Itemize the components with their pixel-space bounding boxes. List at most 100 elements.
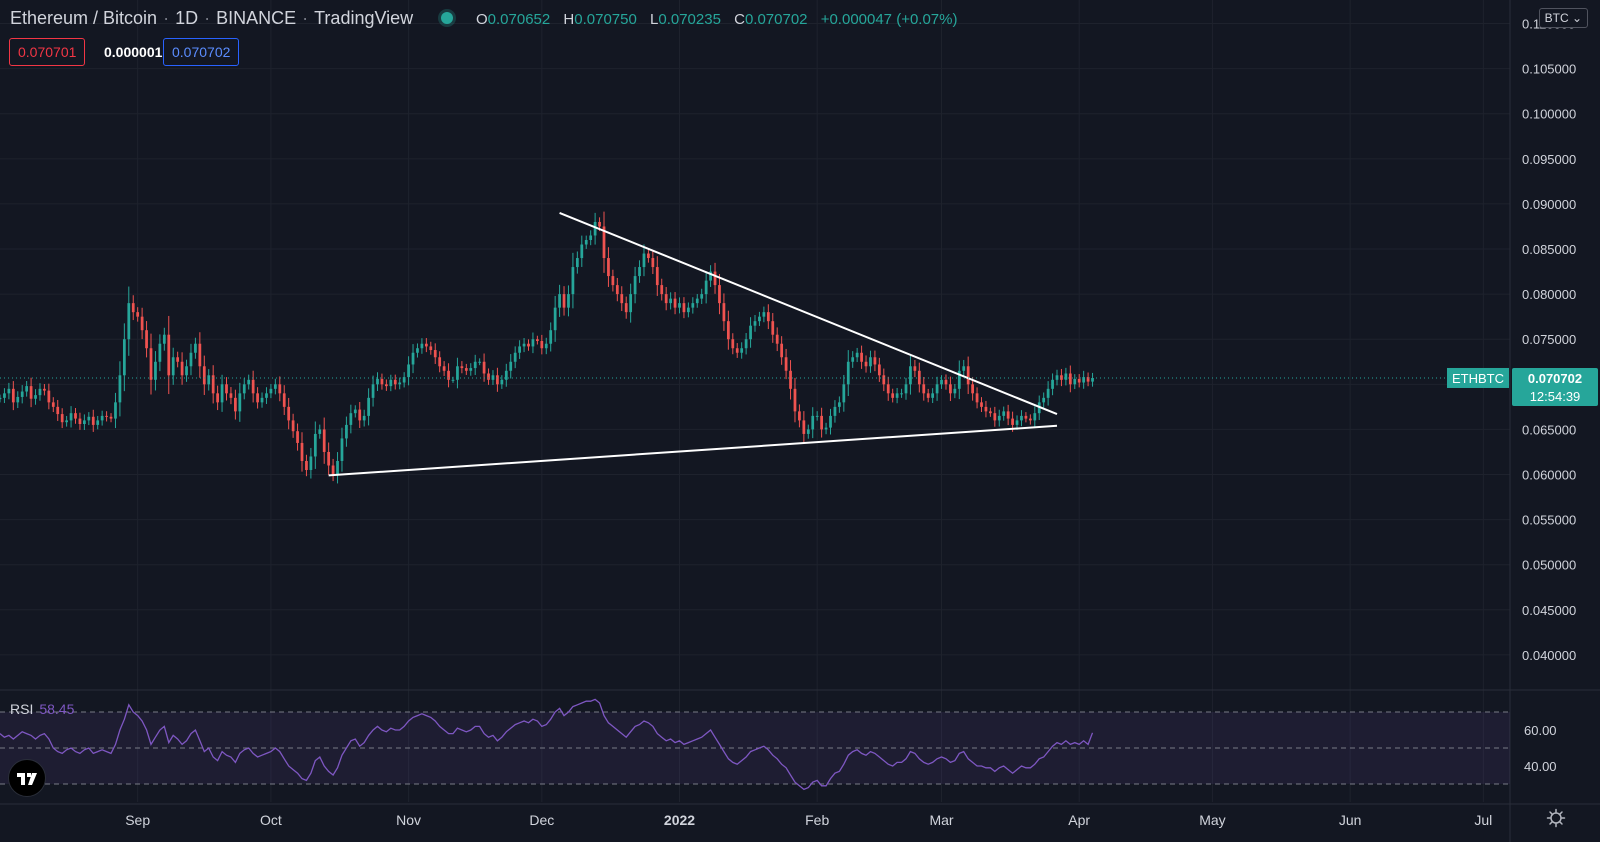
rsi-legend[interactable]: RSI 58.45: [10, 701, 74, 717]
candle-body: [651, 258, 655, 268]
candle-body: [766, 312, 770, 322]
candle-body: [669, 298, 672, 304]
candle-body: [509, 361, 513, 371]
candle-body: [1077, 378, 1081, 383]
candle-body: [558, 294, 561, 308]
candle-body: [984, 406, 988, 412]
candle-body: [438, 357, 442, 367]
candle-body: [1011, 418, 1014, 425]
candle-body: [96, 420, 100, 425]
candle-body: [402, 377, 406, 383]
candle-body: [642, 253, 646, 268]
candle-body: [260, 397, 264, 403]
candle-body: [229, 393, 233, 398]
candle-body: [611, 276, 615, 286]
low-value: 0.070235: [658, 11, 721, 28]
candle-body: [806, 429, 810, 434]
candle-body: [966, 366, 970, 385]
high-value: 0.070750: [574, 11, 637, 28]
candle-body: [824, 427, 828, 430]
green-dot-icon: [441, 12, 453, 24]
candle-body: [997, 415, 1001, 421]
candle-body: [842, 384, 846, 403]
candle-body: [464, 368, 468, 371]
price-tick-label: 0.100000: [1522, 107, 1576, 122]
candle-body: [607, 258, 610, 277]
candle-body: [16, 396, 20, 403]
price-tick-label: 0.045000: [1522, 603, 1576, 618]
candle-body: [802, 420, 806, 434]
candle-body: [225, 384, 228, 394]
candle-body: [309, 456, 313, 470]
candle-body: [633, 276, 637, 295]
candle-body: [0, 397, 2, 400]
currency-dropdown[interactable]: BTC ⌄: [1538, 8, 1588, 28]
candle-body: [922, 384, 926, 394]
candle-body: [869, 357, 872, 367]
candle-body: [460, 366, 464, 369]
candle-body: [904, 384, 908, 394]
time-tick-label: Oct: [260, 812, 282, 828]
candle-body: [1020, 415, 1023, 421]
candle-body: [975, 393, 979, 403]
last-price-marker: ETHBTC 0.070702 12:54:39: [0, 367, 1598, 406]
currency-label: BTC: [1544, 11, 1569, 25]
candle-body: [735, 348, 739, 353]
candle-body: [673, 298, 677, 308]
candle-body: [451, 379, 455, 381]
candle-body: [949, 384, 952, 394]
candle-body: [575, 258, 579, 268]
rsi-current-value: 58.45: [39, 701, 75, 717]
candle-body: [1086, 377, 1090, 382]
price-tick-label: 0.090000: [1522, 197, 1576, 212]
candle-body: [287, 406, 291, 421]
candle-body: [931, 393, 935, 398]
spread-value: 0.000001: [104, 44, 163, 60]
candle-body: [629, 294, 633, 313]
candle-body: [407, 364, 410, 378]
candle-body: [429, 346, 433, 351]
high-label: H: [563, 11, 575, 28]
candle-body: [1060, 375, 1063, 380]
candle-body: [78, 418, 82, 424]
candle-body: [167, 334, 171, 376]
candle-body: [620, 294, 624, 304]
interval-label[interactable]: 1D: [175, 8, 199, 28]
candle-body: [385, 384, 388, 387]
gear-icon[interactable]: [1546, 808, 1566, 828]
candle-body: [664, 294, 668, 304]
candle-body: [553, 307, 557, 331]
symbol-header[interactable]: Ethereum / Bitcoin · 1D · BINANCE · TradingVie…: [10, 8, 414, 28]
time-tick-label: Mar: [929, 812, 953, 828]
candle-body: [584, 240, 588, 245]
candle-body: [527, 343, 530, 347]
close-label: C: [734, 11, 745, 28]
price-axis[interactable]: 0.1100000.1050000.1000000.0950000.090000…: [1522, 17, 1576, 774]
candle-body: [442, 366, 446, 371]
candle-body: [678, 303, 681, 308]
candle-body: [127, 303, 131, 340]
symbol-name[interactable]: Ethereum / Bitcoin: [10, 8, 158, 28]
candle-body: [531, 339, 535, 347]
sell-button[interactable]: 0.070701: [9, 38, 86, 66]
time-tick-label: May: [1199, 812, 1225, 828]
candle-body: [1033, 413, 1037, 421]
candle-body: [194, 343, 197, 353]
candlestick-series[interactable]: [0, 211, 1094, 484]
candle-body: [367, 397, 370, 416]
candle-body: [207, 375, 211, 385]
trendline-group[interactable]: [328, 212, 1058, 477]
candle-body: [780, 343, 784, 358]
rsi-pane[interactable]: [0, 698, 1094, 791]
candle-body: [447, 370, 450, 380]
candle-body: [265, 393, 268, 398]
candle-body: [411, 352, 415, 365]
candle-body: [198, 343, 202, 367]
candle-body: [864, 361, 868, 367]
time-axis[interactable]: Sep Oct Nov Dec 2022 Feb Mar Apr May Jun Jul: [125, 812, 1492, 828]
tradingview-logo-icon[interactable]: [8, 759, 46, 797]
buy-button[interactable]: 0.070702: [163, 38, 240, 66]
